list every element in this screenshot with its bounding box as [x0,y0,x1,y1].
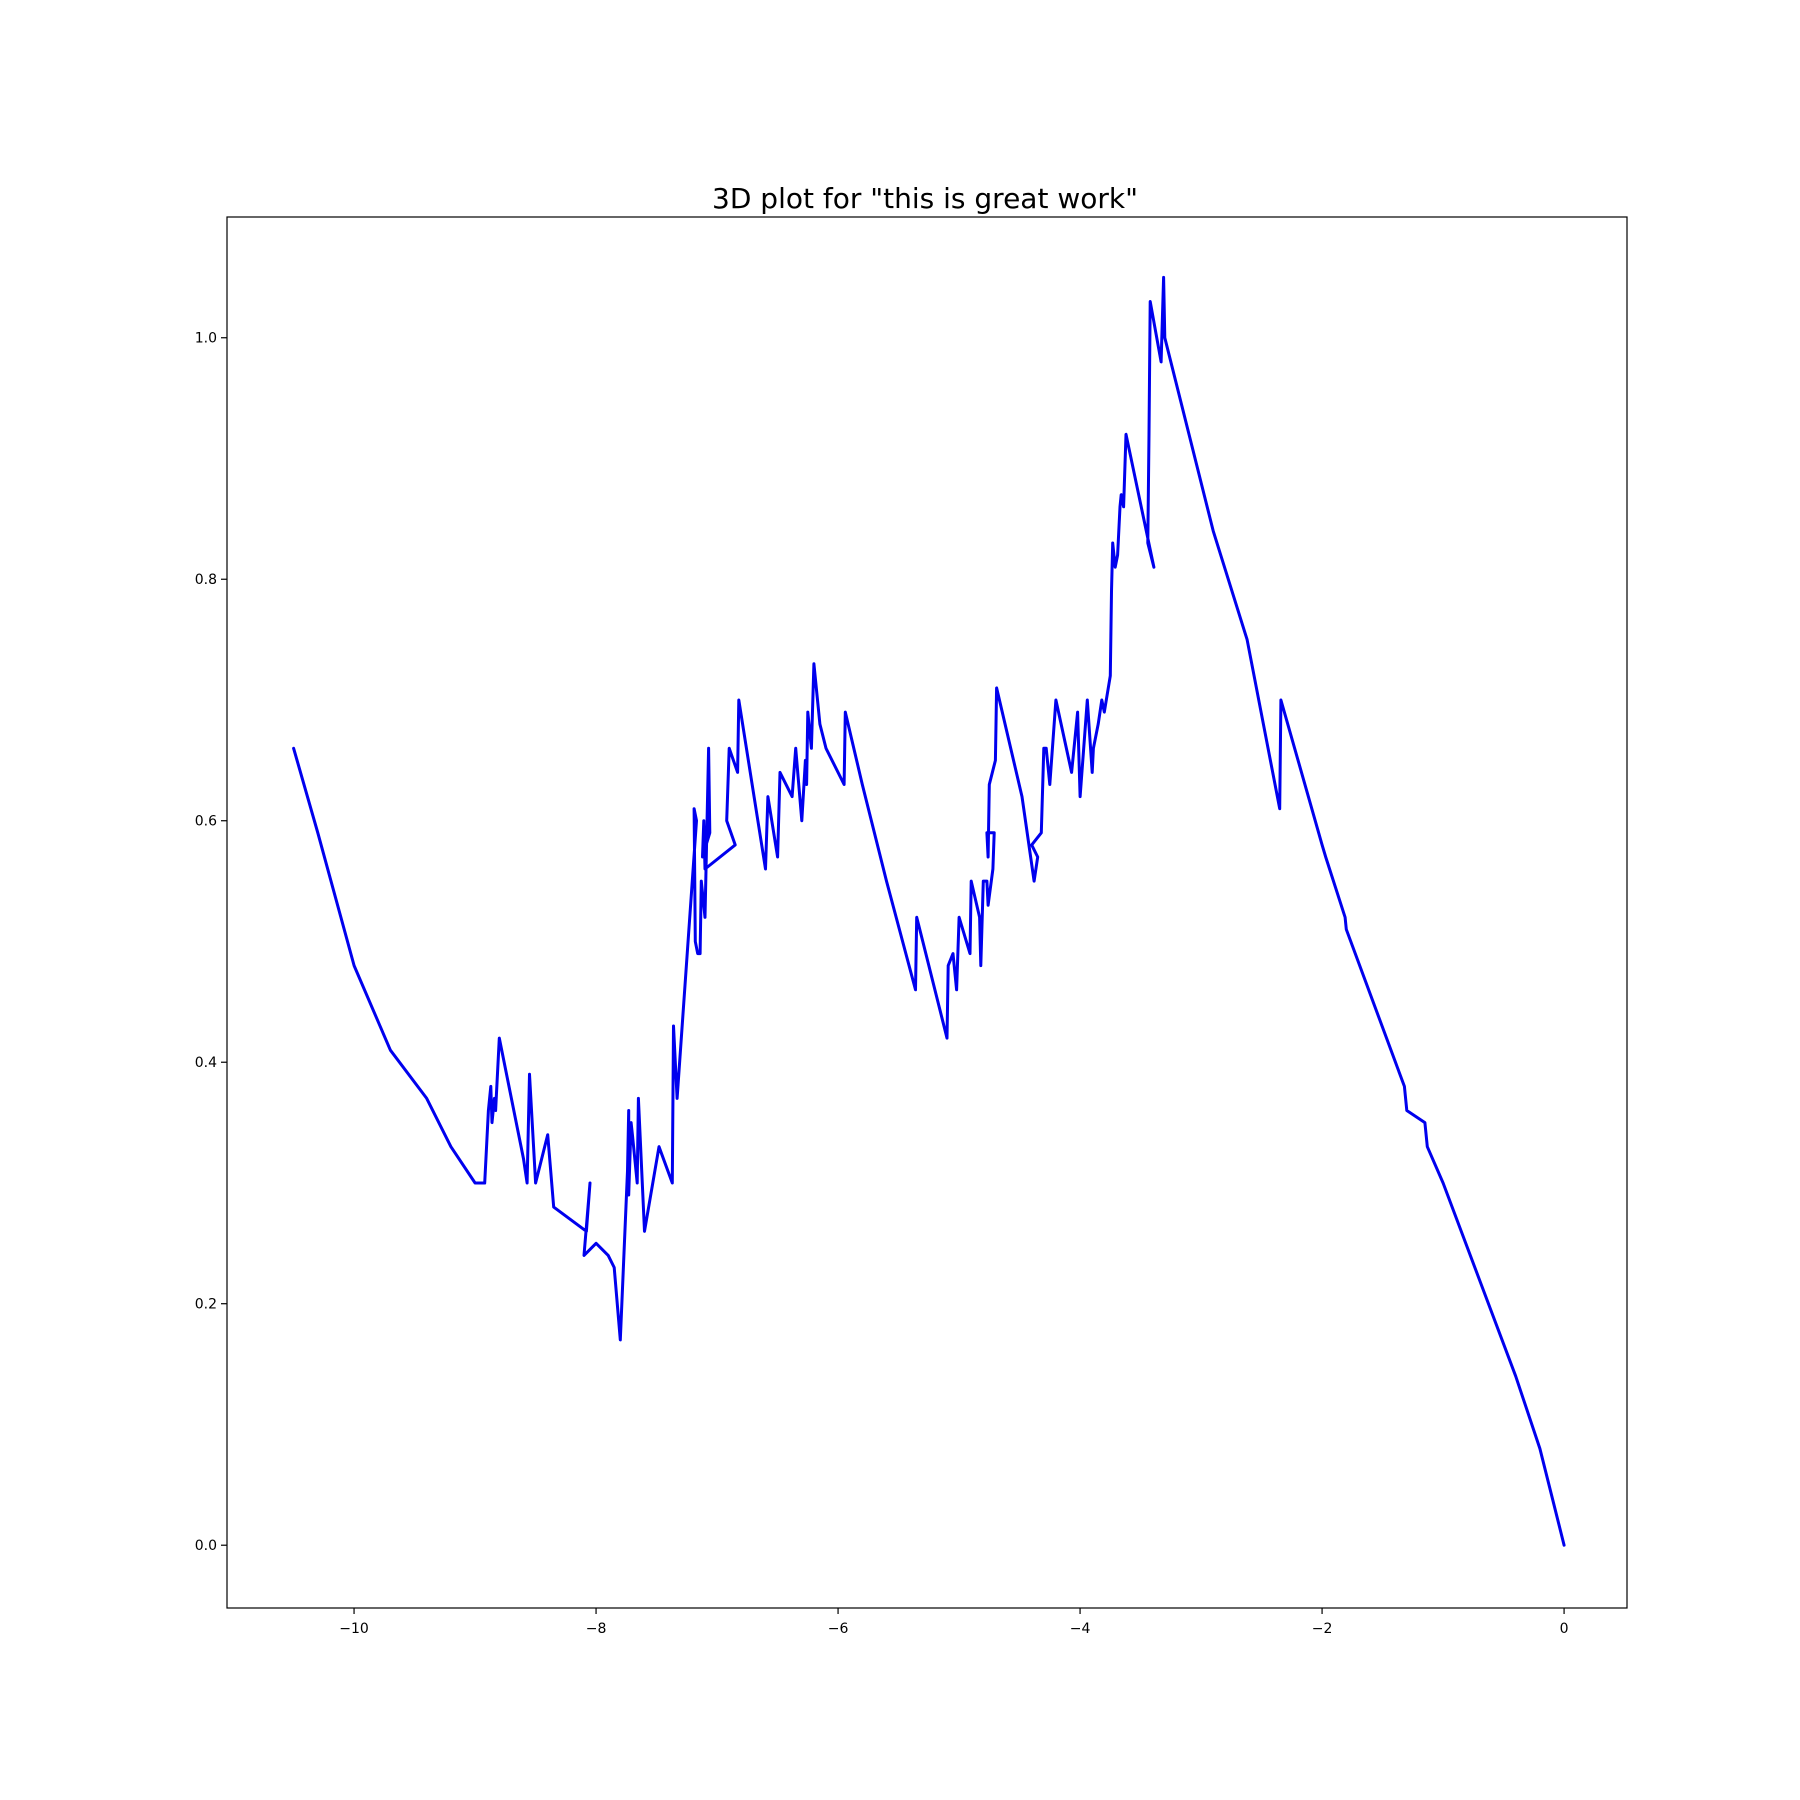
x-tick-label: −8 [586,1621,607,1637]
x-axis: −10 −8 −6 −4 −2 0 [339,1608,1569,1637]
y-tick-label: 1.0 [195,331,217,347]
y-tick-label: 0.6 [195,814,217,830]
y-axis: 0.0 0.2 0.4 0.6 0.8 1.0 [195,331,227,1554]
y-tick-label: 0.0 [195,1538,217,1554]
x-tick-label: −6 [828,1621,849,1637]
x-tick-label: −2 [1312,1621,1333,1637]
plot-area-frame [226,216,1628,1609]
x-tick-label: −10 [339,1621,369,1637]
y-tick-label: 0.2 [195,1297,217,1313]
x-tick-label: 0 [1560,1621,1569,1637]
y-tick-label: 0.8 [195,572,217,588]
y-tick-label: 0.4 [195,1055,217,1071]
series-layer [292,275,1566,1547]
series-line-0 [292,275,1566,1547]
chart-title: 3D plot for "this is great work" [712,182,1138,215]
x-tick-label: −4 [1070,1621,1091,1637]
